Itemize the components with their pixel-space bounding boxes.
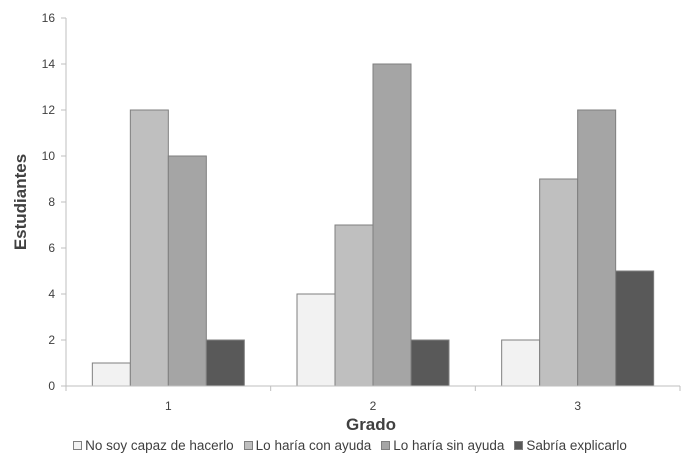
y-tick-label: 4 — [48, 287, 55, 301]
y-axis-ticks: 0 2 4 6 8 10 12 14 16 — [42, 11, 66, 393]
y-tick-label: 12 — [42, 103, 56, 117]
legend-item: Lo haría sin ayuda — [381, 438, 504, 453]
legend: No soy capaz de hacerlo Lo haría con ayud… — [20, 438, 680, 453]
legend-swatch — [514, 441, 524, 450]
y-tick-label: 8 — [48, 195, 55, 209]
y-tick-label: 10 — [42, 149, 56, 163]
y-tick-label: 16 — [42, 11, 56, 25]
y-tick-label: 0 — [48, 379, 55, 393]
bar — [410, 339, 450, 387]
bar — [615, 270, 655, 387]
legend-swatch — [73, 441, 83, 450]
legend-label: No soy capaz de hacerlo — [85, 438, 234, 453]
legend-item: Lo haría con ayuda — [243, 438, 372, 453]
legend-item: No soy capaz de hacerlo — [73, 438, 234, 453]
bars — [91, 63, 655, 387]
y-tick-label: 6 — [48, 241, 55, 255]
legend-label: Lo haría sin ayuda — [393, 438, 505, 453]
bar — [91, 362, 131, 387]
x-tick-label: 3 — [574, 399, 581, 413]
bar — [129, 109, 169, 387]
legend-swatch — [381, 441, 391, 450]
bar — [501, 339, 541, 387]
legend-label: Sabría explicarlo — [526, 438, 627, 453]
bar — [205, 339, 245, 387]
legend-label: Lo haría con ayuda — [255, 438, 372, 453]
legend-swatch — [243, 441, 253, 450]
bar — [372, 63, 412, 387]
x-axis-title: Grado — [346, 415, 396, 434]
x-tick-label: 1 — [165, 399, 172, 413]
y-tick-label: 2 — [48, 333, 55, 347]
y-axis-title: Estudiantes — [11, 154, 30, 250]
bar — [539, 178, 579, 387]
bar — [334, 224, 374, 387]
legend-item: Sabría explicarlo — [514, 438, 627, 453]
bar — [577, 109, 617, 387]
x-axis-ticks: 1 2 3 — [65, 386, 681, 413]
bar — [296, 293, 336, 387]
bar — [167, 155, 207, 387]
y-tick-label: 14 — [42, 57, 56, 71]
x-tick-label: 2 — [370, 399, 377, 413]
